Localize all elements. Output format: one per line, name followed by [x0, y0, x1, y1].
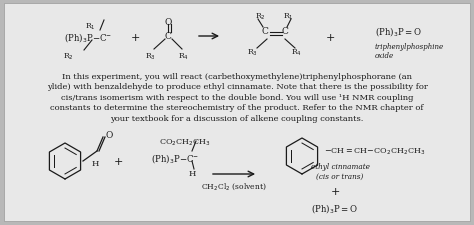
- Text: C: C: [164, 32, 172, 41]
- Text: (Ph)$_3$P$-$C$^{-}$: (Ph)$_3$P$-$C$^{-}$: [151, 151, 199, 164]
- Text: CH$_2$Cl$_2$ (solvent): CH$_2$Cl$_2$ (solvent): [201, 180, 267, 191]
- Text: +: +: [113, 156, 123, 166]
- Text: R$_4$: R$_4$: [178, 52, 189, 62]
- Text: R$_4$: R$_4$: [291, 48, 301, 58]
- Text: In this experiment, you will react (carbethoxymethylene)triphenylphosphorane (an: In this experiment, you will react (carb…: [62, 73, 412, 81]
- Text: constants to determine the stereochemistry of the product. Refer to the NMR chap: constants to determine the stereochemist…: [50, 104, 424, 112]
- Text: O: O: [106, 131, 113, 140]
- Text: H: H: [91, 159, 99, 167]
- Text: CO$_2$CH$_2$CH$_3$: CO$_2$CH$_2$CH$_3$: [159, 137, 211, 148]
- Text: C: C: [262, 27, 268, 36]
- Text: R$_3$: R$_3$: [145, 52, 155, 62]
- Text: +: +: [130, 33, 140, 43]
- FancyBboxPatch shape: [4, 4, 470, 221]
- Text: C: C: [282, 27, 289, 36]
- Text: ylide) with benzaldehyde to produce ethyl cinnamate. Note that there is the poss: ylide) with benzaldehyde to produce ethy…: [46, 83, 428, 91]
- Text: R$_1$: R$_1$: [85, 22, 95, 32]
- Text: +: +: [325, 33, 335, 43]
- Text: R$_2$: R$_2$: [255, 12, 265, 22]
- Text: R$_2$: R$_2$: [63, 52, 73, 62]
- Text: H: H: [188, 169, 196, 177]
- Text: R$_1$: R$_1$: [283, 12, 293, 22]
- Text: O: O: [164, 18, 172, 27]
- Text: oxide: oxide: [375, 52, 394, 60]
- Text: triphenylphosphine: triphenylphosphine: [375, 43, 444, 51]
- Text: (Ph)$_3$P$-$C$^{-}$: (Ph)$_3$P$-$C$^{-}$: [64, 30, 112, 43]
- Text: (Ph)$_3$P$=$O: (Ph)$_3$P$=$O: [375, 25, 422, 38]
- Text: ethyl cinnamate: ethyl cinnamate: [310, 162, 369, 170]
- Text: cis/trans isomerism with respect to the double bond. You will use ¹H NMR couplin: cis/trans isomerism with respect to the …: [61, 94, 413, 101]
- Text: R$_3$: R$_3$: [246, 48, 257, 58]
- Text: (cis or trans): (cis or trans): [316, 172, 364, 180]
- Text: $-$CH$=$CH$-$CO$_2$CH$_2$CH$_3$: $-$CH$=$CH$-$CO$_2$CH$_2$CH$_3$: [324, 146, 425, 157]
- Text: your textbook for a discussion of alkene coupling constants.: your textbook for a discussion of alkene…: [110, 115, 364, 122]
- Text: (Ph)$_3$P$=$O: (Ph)$_3$P$=$O: [311, 201, 359, 214]
- Text: +: +: [330, 186, 340, 196]
